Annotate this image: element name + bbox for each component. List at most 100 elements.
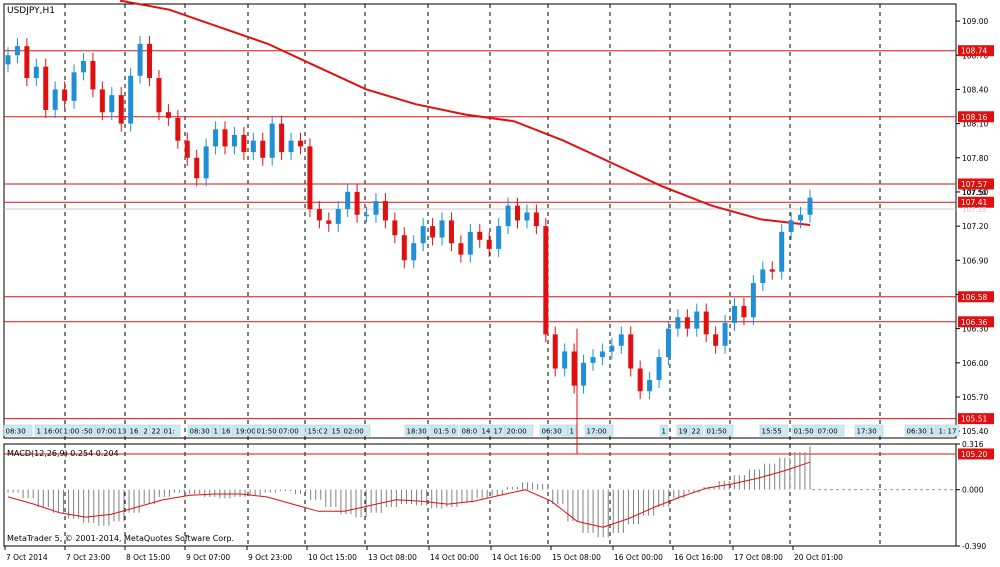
candle-body [373,201,379,215]
time-axis-label: 13 Oct 08:00 [368,553,417,562]
time-tag-label: 22 [152,428,161,436]
candle-body [213,129,219,147]
candle-body [147,43,153,79]
time-tag-label: 07:00 [818,428,838,436]
level-price-tag [958,178,994,190]
candle-body [581,362,587,386]
price-tick-label: 107.80 [962,154,988,163]
overlay-price-label: 107.35 [962,206,987,214]
time-tag-label: 16 [130,428,139,436]
time-tag-label: 16 [222,428,231,436]
vertical-gridlines [64,4,881,546]
candle-body [694,311,700,329]
candle-body [43,66,49,110]
candle-body [5,55,11,65]
level-price-label: 106.36 [961,318,987,327]
candle-body [741,305,747,318]
candle-body [24,46,30,79]
time-tag [449,424,459,437]
time-tag-label: 07:00 [97,428,117,436]
time-axis-label: 9 Oct 07:00 [186,553,230,562]
candle-body [609,345,615,352]
price-tick-label: 105.40 [962,427,988,436]
time-tag-label: 15:0 [308,428,324,436]
time-tag-label: 0 [452,428,456,436]
time-axis-label: 10 Oct 15:00 [308,553,357,562]
candle-body [260,140,266,158]
time-tag-label: 1 [37,428,41,436]
candle-body [420,226,426,244]
level-price-tag [958,316,994,328]
candle-body [411,243,417,261]
level-price-tag [958,413,994,425]
candle-body [496,226,502,249]
time-tag-label: 1 [214,428,218,436]
candle-body [14,46,20,56]
candle-body [656,357,662,380]
time-tag-label: 01: [164,428,175,436]
time-axis-label: 17 Oct 08:00 [734,553,783,562]
time-tag-label: 06:30 [907,428,927,436]
time-tag-label: 2 [144,428,148,436]
time-axis-label: 7 Oct 23:00 [66,553,110,562]
price-tick-label: 107.20 [962,222,988,231]
candle-body [618,334,624,346]
candle-body [118,95,124,124]
candle-body [288,140,294,153]
time-tag-label: 15:55 [762,428,782,436]
time-tag [504,424,534,437]
macd-signal-line [7,461,811,528]
candle-body [760,269,766,284]
candle-body [307,146,313,210]
moving-average-line [119,0,811,226]
price-panel[interactable] [3,3,957,439]
candle-body [675,317,681,329]
candle-body [533,212,539,227]
price-tick-label: 108.40 [962,85,988,94]
time-tag [341,424,371,437]
candle-body [684,317,690,329]
time-tag-label: 02:00 [344,428,364,436]
candle-body [279,123,285,153]
candle-body [515,205,521,221]
candle-body [788,220,794,232]
candle-body [184,140,190,158]
price-tick-label: 107.50 [962,188,988,197]
time-tag [584,424,614,437]
candle-body [637,368,643,392]
time-tag [659,424,669,437]
candle-body [486,239,492,249]
candle-body [33,66,39,79]
time-tag [567,424,577,437]
macd-tick-label: 0.316 [962,440,984,449]
candle-body [750,283,756,318]
price-tick-label: 108.10 [962,120,988,129]
price-tick-label: 106.90 [962,256,988,265]
time-tag-label: 06:30 [542,428,562,436]
candle-body [335,209,341,224]
candle-body [467,231,473,255]
time-axis-label: 9 Oct 23:00 [248,553,292,562]
price-tick-label: 106.00 [962,359,988,368]
time-tag-label: 2 [324,428,328,436]
time-tag-label: 17 [494,428,503,436]
candle-body [562,351,568,369]
candle-body [231,134,237,147]
macd-panel[interactable] [3,443,957,547]
candle-body [250,140,256,153]
time-tag [161,424,181,437]
time-axis-label: 15 Oct 08:00 [552,553,601,562]
level-price-tag [958,291,994,303]
candle-body [137,43,143,76]
macd-title: MACD(12,26,9) 0.254 0.204 [7,449,119,458]
time-axis-label: 14 Oct 00:00 [430,553,479,562]
candle-body [109,95,115,113]
candle-body [807,197,813,215]
time-tag-label: 07:00 [279,428,299,436]
time-tag-label: 18:30 [407,428,427,436]
level-price-tag [958,111,994,123]
price-tick-label: 109.00 [962,17,988,26]
candlesticks [5,35,813,454]
candle-body [703,311,709,335]
